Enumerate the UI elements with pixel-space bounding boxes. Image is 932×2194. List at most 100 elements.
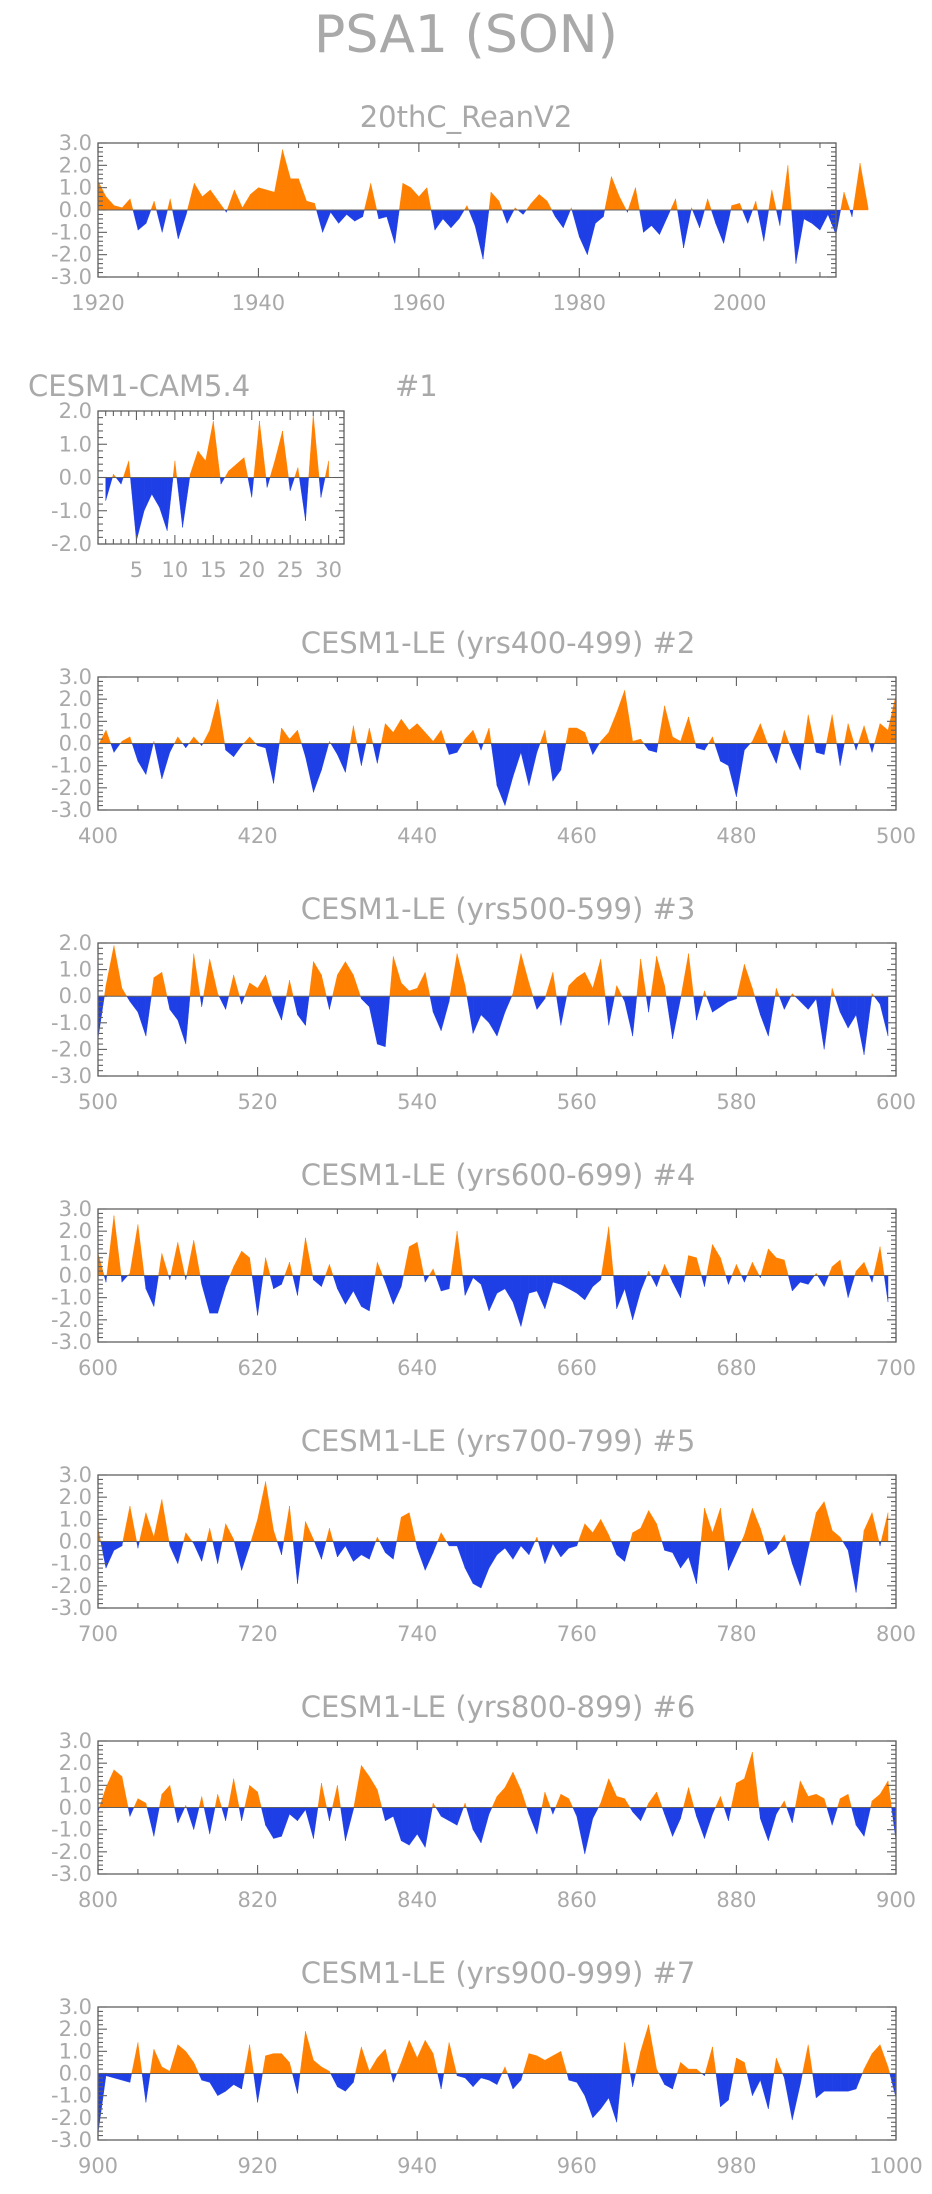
positive-area — [809, 1512, 817, 1542]
positive-area — [863, 725, 870, 744]
positive-area — [206, 1528, 210, 1542]
negative-area — [776, 1807, 781, 1815]
positive-area — [600, 1778, 609, 1808]
negative-area — [154, 743, 163, 780]
negative-area — [322, 209, 331, 233]
negative-area — [332, 1275, 338, 1289]
positive-area — [265, 974, 273, 997]
negative-area — [879, 996, 889, 1037]
negative-area — [552, 1275, 562, 1285]
positive-area — [704, 2046, 713, 2074]
positive-area — [490, 191, 500, 211]
positive-area — [289, 1506, 294, 1542]
negative-area — [643, 209, 652, 233]
negative-area — [393, 1275, 402, 1305]
y-tick-label: 0.0 — [59, 2062, 92, 2086]
negative-area — [693, 1807, 697, 1817]
x-tick-label: 680 — [716, 1356, 756, 1380]
negative-area — [544, 1541, 554, 1564]
positive-area — [209, 699, 218, 744]
positive-area — [243, 736, 250, 744]
negative-area — [794, 996, 801, 1003]
negative-area — [823, 996, 832, 1050]
negative-area — [568, 2073, 577, 2083]
x-tick-label: 30 — [315, 558, 342, 582]
negative-area — [225, 996, 230, 1010]
negative-area — [480, 743, 484, 751]
negative-area — [728, 1541, 737, 1571]
negative-area — [345, 1807, 354, 1841]
positive-area — [137, 1224, 145, 1276]
positive-area — [831, 1529, 841, 1542]
negative-area — [784, 996, 792, 1010]
positive-area — [552, 972, 557, 997]
negative-area — [177, 1807, 186, 1824]
negative-area — [257, 743, 266, 749]
positive-area — [656, 2068, 660, 2074]
positive-area — [664, 985, 667, 997]
positive-area — [122, 1505, 131, 1542]
negative-area — [656, 743, 659, 753]
negative-area — [669, 1275, 673, 1283]
positive-area — [650, 956, 657, 997]
positive-area — [139, 1512, 147, 1542]
negative-area — [560, 743, 567, 771]
positive-area — [608, 712, 617, 744]
positive-area — [635, 187, 640, 211]
positive-area — [773, 2057, 777, 2074]
positive-area — [313, 414, 320, 478]
positive-area — [584, 1523, 593, 1542]
positive-area — [289, 2062, 293, 2074]
positive-area — [736, 2057, 745, 2074]
negative-area — [536, 743, 541, 753]
positive-area — [852, 163, 861, 211]
positive-area — [286, 980, 290, 997]
positive-area — [636, 958, 641, 997]
negative-area — [353, 1275, 362, 1307]
x-tick-label: 2000 — [713, 291, 766, 315]
negative-area — [203, 1807, 210, 1835]
negative-area — [120, 477, 124, 485]
x-tick-label: 10 — [162, 558, 189, 582]
positive-area — [844, 723, 849, 744]
positive-area — [313, 2059, 322, 2074]
positive-area — [244, 982, 250, 997]
negative-area — [273, 1807, 282, 1839]
positive-area — [632, 738, 641, 744]
negative-area — [209, 2073, 218, 2097]
x-tick-label: 620 — [238, 1356, 278, 1380]
negative-area — [849, 209, 853, 217]
negative-area — [786, 1807, 793, 1824]
y-tick-label: -3.0 — [51, 2128, 92, 2152]
negative-area — [551, 209, 556, 217]
negative-area — [435, 1807, 442, 1818]
negative-area — [233, 1541, 242, 1571]
positive-area — [600, 958, 606, 997]
negative-area — [595, 209, 604, 224]
positive-area — [501, 2066, 506, 2074]
positive-area — [273, 2053, 282, 2074]
positive-area — [187, 183, 195, 211]
negative-area — [221, 1807, 226, 1821]
negative-area — [656, 1275, 661, 1287]
positive-area — [466, 205, 470, 211]
positive-area — [302, 1521, 306, 1542]
negative-area — [643, 743, 649, 751]
negative-area — [369, 996, 378, 1045]
negative-area — [629, 1807, 633, 1813]
negative-area — [520, 743, 530, 786]
positive-area — [640, 738, 645, 744]
negative-area — [853, 743, 857, 751]
negative-area — [385, 1275, 394, 1305]
negative-area — [297, 1275, 301, 1296]
negative-area — [536, 996, 546, 1011]
y-tick-label: 1.0 — [59, 1773, 92, 1797]
negative-area — [842, 1541, 849, 1552]
positive-area — [601, 1226, 609, 1276]
positive-area — [504, 2066, 508, 2074]
positive-area — [253, 420, 260, 478]
negative-area — [129, 2073, 132, 2083]
positive-area — [396, 2062, 402, 2074]
negative-area — [791, 209, 797, 264]
negative-area — [847, 1275, 856, 1298]
